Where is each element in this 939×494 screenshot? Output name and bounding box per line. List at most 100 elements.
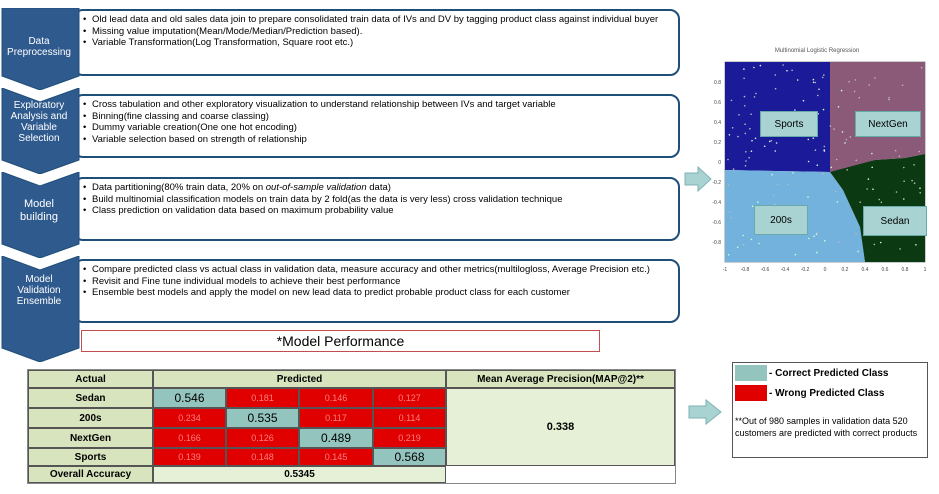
header-map: Mean Average Precision(MAP@2)** — [446, 370, 675, 388]
stage-bullet: Data partitioning(80% train data, 20% on… — [83, 182, 672, 194]
sample-point — [918, 150, 920, 153]
stage-box-4: Compare predicted class vs actual class … — [73, 259, 680, 323]
sample-point — [830, 166, 833, 169]
sample-point — [787, 183, 789, 186]
x-tick-label: -0.6 — [761, 267, 770, 273]
wrong-cell: 0.146 — [299, 388, 373, 408]
x-tick-label: 0 — [824, 267, 827, 273]
wrong-cell: 0.114 — [373, 408, 446, 428]
sample-point — [751, 139, 753, 142]
y-tick-label: 0.2 — [714, 140, 721, 146]
stage-label-line: Ensemble — [16, 295, 62, 307]
sample-point — [727, 184, 730, 186]
wrong-cell: 0.117 — [299, 408, 373, 428]
sample-point — [774, 150, 777, 152]
legend-correct-swatch — [735, 365, 767, 381]
sample-point — [823, 145, 826, 148]
stage-chevron-3 — [1, 172, 82, 258]
sample-point — [849, 136, 852, 138]
sample-point — [812, 137, 815, 139]
wrong-cell: 0.181 — [226, 388, 299, 408]
stage-label-3: Model building — [0, 198, 78, 224]
sample-point — [751, 205, 754, 208]
sample-point — [796, 79, 799, 81]
sample-point — [919, 187, 921, 189]
sample-point — [753, 96, 756, 98]
legend-note: **Out of 980 samples in validation data … — [735, 416, 918, 438]
sample-point — [844, 142, 846, 144]
region-label-sports: Sports — [760, 111, 818, 137]
sample-point — [859, 201, 861, 203]
sample-point — [812, 78, 815, 81]
stage-bullet: Compare predicted class vs actual class … — [83, 264, 672, 276]
wrong-cell: 0.127 — [373, 388, 446, 408]
sample-point — [744, 132, 747, 135]
sample-point — [745, 151, 747, 153]
stage-label-line: Model — [25, 273, 53, 285]
stage-label-line: Preprocessing — [7, 47, 71, 58]
wrong-cell: 0.166 — [153, 428, 226, 448]
x-tick-label: 1 — [924, 267, 927, 273]
stage-label-line: Validation — [17, 284, 61, 296]
stage-box-3: Data partitioning(80% train data, 20% on… — [73, 177, 680, 241]
sample-point — [835, 158, 838, 161]
row-label-200s: 200s — [28, 408, 153, 428]
stage-chevron-2 — [1, 88, 82, 174]
sample-point — [808, 237, 810, 240]
plot-title: Multinomial Logistic Regression — [774, 48, 860, 54]
sample-point — [771, 173, 773, 176]
sample-point — [888, 96, 890, 99]
sample-point — [774, 74, 777, 76]
sample-point — [848, 81, 850, 83]
stage-chevron-4 — [1, 256, 82, 362]
x-tick-label: 0.4 — [862, 267, 869, 273]
sample-point — [837, 106, 840, 108]
sample-point — [834, 190, 837, 193]
x-tick-label: 0.6 — [882, 267, 889, 273]
sample-point — [807, 138, 810, 141]
stage-label-2: Exploratory Analysis and Variable Selection — [0, 100, 78, 144]
sample-point — [903, 180, 905, 182]
sample-point — [823, 150, 826, 152]
sample-point — [736, 246, 739, 248]
stage-label-line: building — [20, 211, 58, 223]
sample-point — [872, 188, 874, 190]
stage-label-1: Data Preprocessing — [0, 36, 78, 58]
y-tick-label: -0.4 — [712, 200, 721, 206]
sample-point — [776, 183, 779, 186]
sample-point — [855, 232, 857, 235]
sample-point — [895, 191, 898, 193]
sample-point — [743, 68, 745, 70]
sample-point — [807, 160, 810, 163]
sample-point — [898, 155, 901, 158]
sample-point — [812, 81, 815, 84]
sample-point — [728, 210, 731, 213]
sample-point — [794, 109, 796, 111]
sample-point — [866, 188, 868, 190]
sample-point — [753, 66, 755, 69]
y-tick-label: 0.8 — [714, 80, 721, 86]
sample-point — [815, 233, 818, 235]
sample-point — [913, 164, 915, 166]
wrong-cell: 0.126 — [226, 428, 299, 448]
wrong-cell: 0.219 — [373, 428, 446, 448]
sample-point — [894, 149, 897, 152]
header-predicted: Predicted — [153, 370, 446, 388]
y-tick-label: 0.6 — [714, 100, 721, 106]
sample-point — [920, 66, 923, 69]
sample-point — [737, 135, 739, 138]
sample-point — [823, 74, 825, 76]
sample-point — [758, 242, 760, 245]
sample-point — [786, 69, 788, 72]
map-value: 0.338 — [446, 388, 675, 466]
sample-point — [854, 79, 857, 81]
stage-label-line: Analysis and — [10, 111, 68, 122]
sample-point — [824, 240, 826, 242]
sample-point — [822, 108, 825, 111]
sample-point — [845, 138, 848, 141]
x-tick-label: 0.2 — [842, 267, 849, 273]
wrong-cell: 0.234 — [153, 408, 226, 428]
sample-point — [915, 244, 917, 246]
sample-point — [816, 251, 818, 254]
sample-point — [774, 87, 777, 90]
